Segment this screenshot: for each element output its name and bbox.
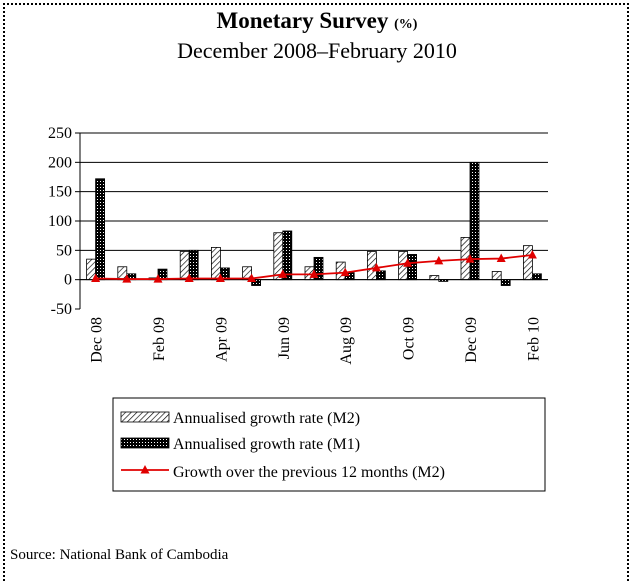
- bar-m1: [500, 279, 511, 286]
- bar-m1: [188, 249, 199, 281]
- bar-m2: [523, 245, 533, 281]
- legend-label: Annualised growth rate (M1): [173, 436, 360, 453]
- legend-swatch-m1: [120, 437, 170, 449]
- bar-m2: [429, 275, 440, 281]
- source-note: Source: National Bank of Cambodia: [10, 547, 229, 563]
- line-point-marker: [371, 262, 381, 272]
- x-tick-label: Oct 09: [401, 317, 418, 360]
- y-tick-label: 250: [48, 125, 72, 142]
- x-tick-label: Aug 09: [338, 317, 355, 365]
- chart-subtitle: December 2008–February 2010: [177, 38, 457, 63]
- chart-title-text: Monetary Survey: [216, 8, 389, 33]
- line-point-marker: [527, 250, 537, 259]
- line-point-marker: [247, 273, 257, 282]
- line-point-marker: [184, 273, 194, 282]
- legend-box: [112, 397, 546, 492]
- x-tick-label: Dec 09: [463, 317, 480, 363]
- y-tick-label: 150: [48, 184, 72, 201]
- legend-label: Annualised growth rate (M2): [173, 410, 360, 427]
- line-point-marker: [153, 274, 163, 283]
- y-tick-label: 0: [64, 272, 72, 289]
- line-point-marker: [122, 274, 132, 283]
- line-point-marker: [340, 267, 350, 277]
- bar-m1: [95, 178, 105, 281]
- x-tick-label: Feb 10: [525, 317, 542, 361]
- x-tick-label: Dec 08: [89, 317, 106, 363]
- line-point-marker: [496, 253, 506, 263]
- bar-m2: [179, 251, 190, 281]
- y-tick-label: 50: [56, 242, 72, 259]
- chart-frame: [3, 3, 629, 581]
- x-tick-label: Feb 09: [151, 317, 168, 361]
- bar-m1: [407, 254, 418, 281]
- line-point-marker: [309, 269, 319, 278]
- bar-m1: [532, 273, 542, 281]
- line-point-marker: [434, 255, 444, 265]
- x-tick-label: Apr 09: [213, 317, 230, 362]
- chart-title: Monetary Survey (%): [0, 8, 634, 34]
- legend-marker-line: [140, 465, 150, 474]
- y-tick-label: -50: [51, 301, 72, 318]
- bar-m1: [375, 270, 386, 281]
- bar-m2: [491, 271, 502, 281]
- line-point-marker: [403, 258, 413, 267]
- legend-label: Growth over the previous 12 months (M2): [173, 464, 445, 481]
- line-point-marker: [91, 273, 101, 282]
- line-point-marker: [215, 273, 225, 282]
- legend-swatch-m2: [120, 411, 170, 423]
- x-tick-label: Jun 09: [276, 317, 293, 359]
- line-point-marker: [465, 254, 475, 263]
- chart-title-unit: (%): [394, 17, 418, 32]
- y-tick-label: 200: [48, 154, 72, 171]
- line-point-marker: [278, 269, 288, 278]
- y-tick-label: 100: [48, 213, 72, 230]
- bar-m2: [210, 246, 221, 281]
